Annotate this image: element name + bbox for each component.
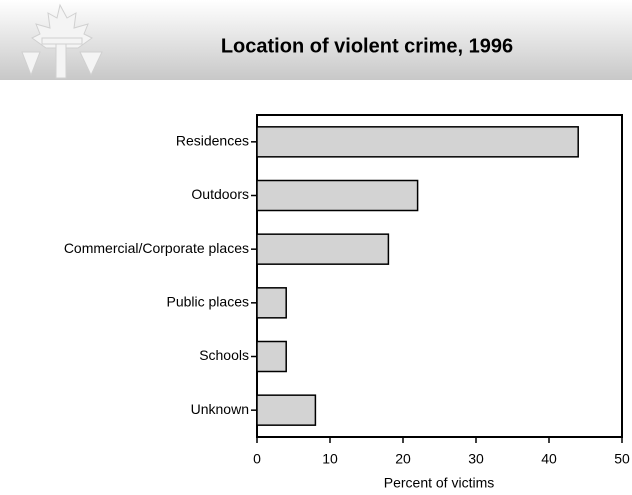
logo <box>21 3 103 79</box>
bar <box>256 287 287 319</box>
y-tick-label: Residences <box>176 133 249 149</box>
bar <box>256 340 287 373</box>
bar <box>256 394 317 426</box>
x-tick-label: 40 <box>541 451 557 467</box>
bar <box>256 179 419 212</box>
x-tick-label: 0 <box>253 451 261 467</box>
y-tick-label: Schools <box>199 347 249 363</box>
x-tick-label: 50 <box>614 451 630 467</box>
x-axis-label: Percent of victims <box>384 475 494 491</box>
y-tick-label: Unknown <box>191 401 249 417</box>
x-tick-label: 30 <box>468 451 484 467</box>
plot-frame <box>256 114 623 438</box>
bar <box>256 233 390 265</box>
x-tick-label: 20 <box>395 451 411 467</box>
bar <box>256 126 579 158</box>
x-tick-label: 10 <box>322 451 338 467</box>
chart-title: Location of violent crime, 1996 <box>221 35 513 57</box>
y-tick-label: Commercial/Corporate places <box>64 240 249 256</box>
y-tick-label: Public places <box>167 294 250 310</box>
header-banner <box>0 0 632 80</box>
y-tick-label: Outdoors <box>191 186 249 202</box>
